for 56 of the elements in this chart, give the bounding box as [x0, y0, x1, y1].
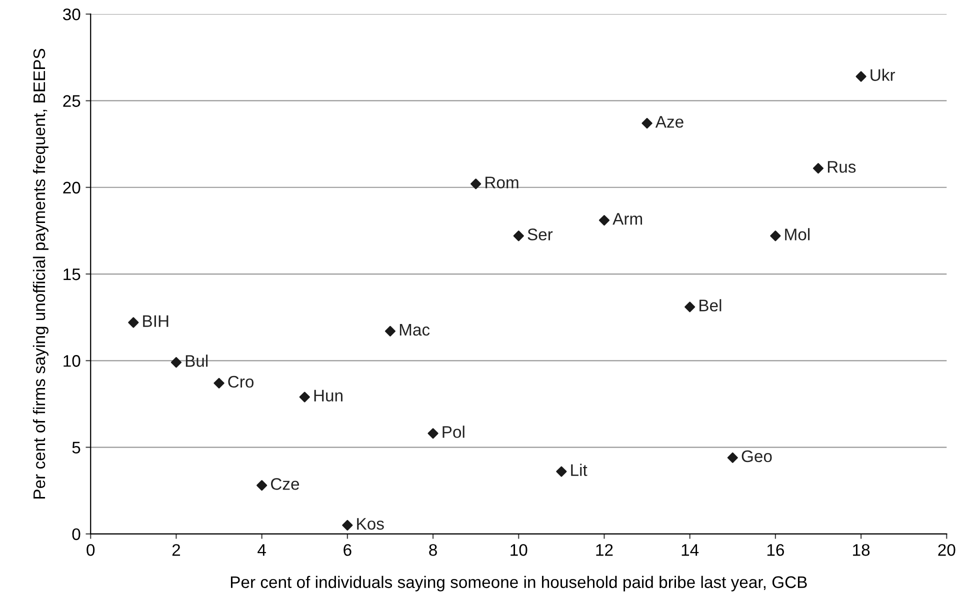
- y-tick-label: 15: [64, 268, 80, 280]
- x-tick-label: 14: [682, 544, 699, 556]
- annotation: Mol: [785, 228, 810, 240]
- point: [214, 378, 224, 388]
- x-tick-label: 0: [86, 544, 95, 556]
- annotation: Cze: [271, 478, 300, 490]
- annotation: Aze: [655, 116, 684, 128]
- annotation: Bel: [700, 299, 722, 312]
- annotation: Pol: [442, 426, 464, 438]
- annotation: Rus: [828, 161, 856, 173]
- x-tick-label: 12: [596, 544, 613, 556]
- annotation: Ser: [528, 228, 553, 240]
- y-tick-label: 0: [72, 528, 80, 540]
- annotation: Arm: [612, 213, 642, 225]
- annotation: BIH: [143, 315, 168, 327]
- y-tick-label: 10: [64, 355, 80, 367]
- point: [170, 357, 182, 368]
- point: [513, 230, 524, 242]
- point: [642, 118, 652, 129]
- x-tick-label: 2: [172, 544, 180, 556]
- y-tick-label: 5: [72, 442, 80, 454]
- point: [684, 302, 696, 312]
- annotation: Mac: [400, 324, 430, 336]
- annotation: Kos: [357, 518, 384, 530]
- annotation: Lit: [571, 464, 588, 476]
- point: [256, 480, 268, 491]
- y-tick-label: 25: [63, 95, 80, 107]
- annotation: Ukr: [870, 68, 896, 81]
- x-tick-label: 8: [429, 544, 437, 556]
- point: [770, 230, 781, 242]
- annotation: Geo: [742, 450, 772, 462]
- point: [128, 317, 139, 328]
- x-tick-label: 4: [258, 544, 266, 556]
- point: [428, 428, 438, 439]
- annotation: Cro: [228, 376, 254, 388]
- point: [470, 178, 482, 190]
- x-tick-label: 6: [344, 544, 352, 556]
- x-axis-title: Per cent of individuals saying someone in household paid bribe last year, GCB: [230, 576, 807, 592]
- x-tick-label: 18: [853, 544, 870, 556]
- point: [299, 392, 310, 402]
- x-tick-label: 20: [938, 544, 956, 556]
- point: [856, 71, 866, 82]
- point: [556, 466, 567, 477]
- x-tick-label: 10: [510, 544, 528, 556]
- y-tick-label: 20: [63, 182, 80, 194]
- x-tick-label: 16: [767, 544, 784, 556]
- point: [598, 214, 610, 226]
- point: [384, 326, 396, 336]
- point: [727, 452, 738, 463]
- annotation: Rom: [486, 176, 518, 188]
- y-tick-label: 30: [62, 8, 80, 20]
- point: [342, 520, 353, 531]
- annotation: Hun: [314, 390, 342, 402]
- annotation: Bul: [186, 354, 208, 367]
- point: [812, 163, 824, 174]
- y-axis-title: Per cent of firms saying unofficial payments frequent, BEEPS: [32, 48, 48, 499]
